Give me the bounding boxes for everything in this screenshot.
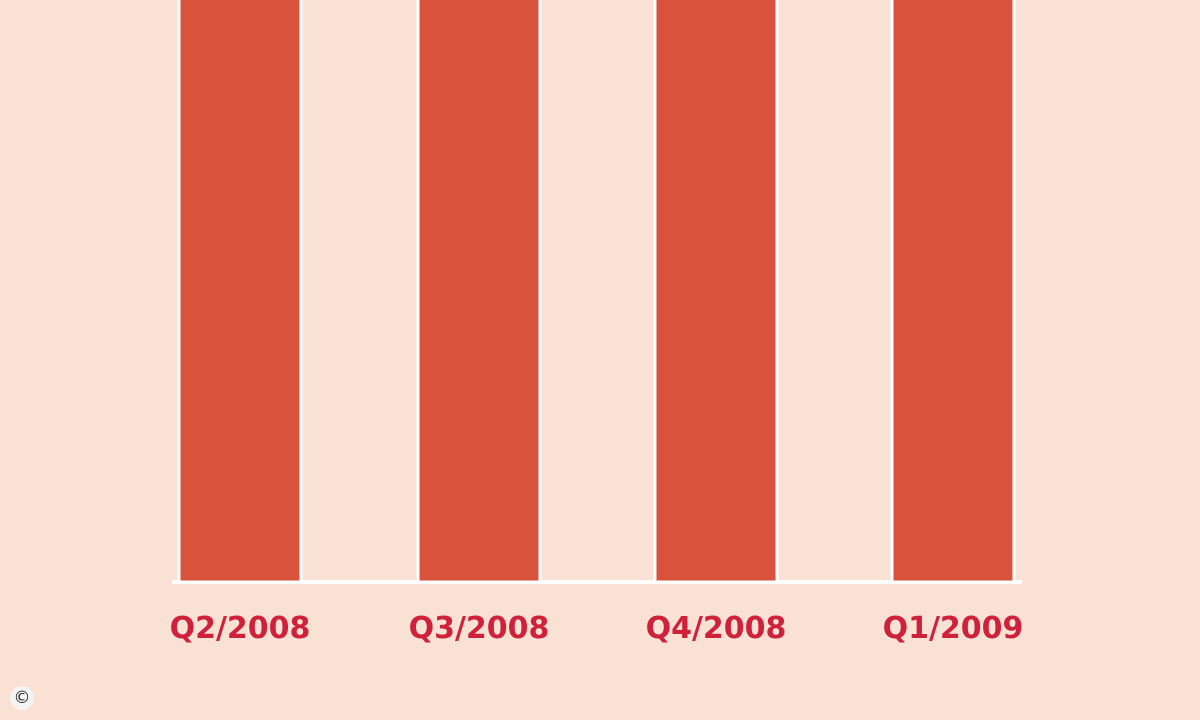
bar-q3-2008 (416, 0, 542, 584)
category-label-q4-2008: Q4/2008 (646, 611, 787, 646)
category-label-q1-2009: Q1/2009 (883, 611, 1024, 646)
bar-q2-2008 (177, 0, 303, 584)
labels: 1.411Q2/20081.380Q3/20081.488Q4/20081.43… (170, 611, 1024, 646)
bar-q4-2008 (653, 0, 779, 584)
bars (177, 0, 1016, 584)
category-label-q2-2008: Q2/2008 (170, 611, 311, 646)
bar-q1-2009 (890, 0, 1016, 584)
category-label-q3-2008: Q3/2008 (409, 611, 550, 646)
copyright-icon: © (10, 686, 34, 710)
